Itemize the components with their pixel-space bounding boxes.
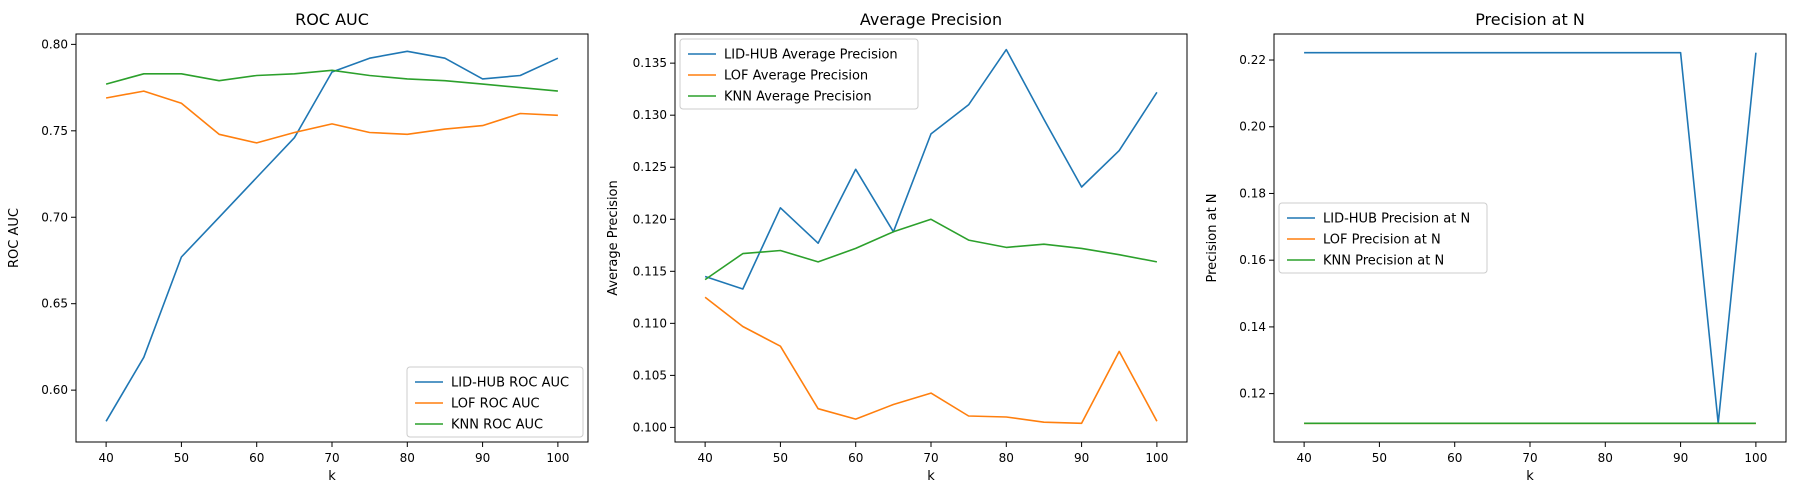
- y-tick-label: 0.105: [633, 368, 667, 382]
- chart-panel-2: Average Precision 40 50 60 70 80 90 100 0.100 0.1…: [606, 10, 1188, 484]
- plot-frame: [674, 33, 1188, 443]
- y-tick-label: 0.110: [633, 316, 667, 330]
- y-tick-label: 0.75: [41, 124, 68, 138]
- legend-box: [406, 366, 584, 438]
- x-axis-label: k: [1526, 469, 1534, 484]
- legend: LID-HUB Precision at N LOF Precision at N…: [1278, 202, 1488, 274]
- x-tick-label: 90: [1673, 451, 1688, 465]
- y-tick-label: 0.65: [41, 297, 68, 311]
- y-axis-label: Precision at N: [1205, 193, 1220, 282]
- x-tick-label: 50: [1372, 451, 1387, 465]
- legend-label: KNN Average Precision: [724, 90, 872, 105]
- series-line-1: [1304, 51, 1757, 425]
- series-line-2: [704, 296, 1158, 425]
- legend-label: KNN ROC AUC: [451, 418, 543, 433]
- legend-box: [1278, 202, 1488, 274]
- series-line-3: [105, 69, 558, 92]
- chart-panel-3: Precision at N 40 50 60 70 80 90 100 0.12 0.14 0.1…: [1205, 10, 1787, 484]
- x-tick-label: 60: [848, 451, 863, 465]
- x-tick-label: 40: [697, 451, 712, 465]
- chart-title: ROC AUC: [295, 10, 369, 29]
- legend-label: LID-HUB ROC AUC: [451, 376, 569, 391]
- x-tick-label: 100: [1145, 451, 1168, 465]
- x-tick-label: 40: [98, 451, 113, 465]
- x-tick-label: 70: [324, 451, 339, 465]
- x-axis-label: k: [328, 469, 336, 484]
- x-tick-label: 80: [999, 451, 1014, 465]
- y-tick-label: 0.135: [633, 56, 667, 70]
- y-tick-label: 0.100: [633, 420, 667, 434]
- x-tick-label: 50: [174, 451, 189, 465]
- chart-panel-1: ROC AUC 40 50 60 70 80 90 100 0.60 0.65 0.70 0.75 0.…: [7, 10, 589, 484]
- y-tick-label: 0.70: [41, 210, 68, 224]
- legend-box: [679, 38, 919, 110]
- series-line-2: [105, 90, 558, 144]
- x-tick-label: 80: [1598, 451, 1613, 465]
- y-tick-label: 0.20: [1239, 120, 1266, 134]
- legend: LID-HUB ROC AUC LOF ROC AUC KNN ROC AUC: [406, 366, 584, 438]
- x-tick-label: 100: [1744, 451, 1767, 465]
- y-tick-label: 0.60: [41, 383, 68, 397]
- x-tick-label: 40: [1296, 451, 1311, 465]
- plot-frame: [1273, 33, 1787, 443]
- y-tick-label: 0.115: [633, 264, 667, 278]
- x-axis-label: k: [927, 469, 935, 484]
- x-tick-label: 60: [1447, 451, 1462, 465]
- y-tick-label: 0.120: [633, 212, 667, 226]
- x-tick-label: 70: [923, 451, 938, 465]
- chart-title: Precision at N: [1475, 10, 1585, 29]
- x-tick-label: 90: [475, 451, 490, 465]
- y-axis-label: ROC AUC: [7, 208, 22, 268]
- x-tick-label: 100: [546, 451, 569, 465]
- x-tick-label: 60: [249, 451, 264, 465]
- legend-label: LOF Precision at N: [1323, 233, 1441, 248]
- y-tick-label: 0.18: [1239, 186, 1266, 200]
- y-tick-label: 0.22: [1239, 53, 1266, 67]
- legend-label: LOF Average Precision: [724, 69, 868, 84]
- series-line-1: [704, 48, 1158, 290]
- plot-frame: [75, 33, 589, 443]
- series-line-3: [704, 218, 1158, 281]
- x-tick-label: 90: [1074, 451, 1089, 465]
- y-tick-label: 0.80: [41, 37, 68, 51]
- x-tick-label: 80: [400, 451, 415, 465]
- y-tick-label: 0.14: [1239, 320, 1266, 334]
- y-tick-label: 0.16: [1239, 253, 1266, 267]
- x-tick-label: 70: [1522, 451, 1537, 465]
- legend-label: LOF ROC AUC: [451, 397, 540, 412]
- x-tick-label: 50: [773, 451, 788, 465]
- legend: LID-HUB Average Precision LOF Average Pre…: [679, 38, 919, 110]
- y-tick-label: 0.12: [1239, 387, 1266, 401]
- chart-title: Average Precision: [860, 10, 1002, 29]
- series-line-1: [105, 50, 559, 422]
- y-tick-label: 0.125: [633, 160, 667, 174]
- y-axis-label: Average Precision: [606, 180, 621, 296]
- legend-label: KNN Precision at N: [1323, 254, 1444, 269]
- y-tick-label: 0.130: [633, 108, 667, 122]
- legend-label: LID-HUB Precision at N: [1323, 212, 1470, 227]
- legend-label: LID-HUB Average Precision: [724, 48, 898, 63]
